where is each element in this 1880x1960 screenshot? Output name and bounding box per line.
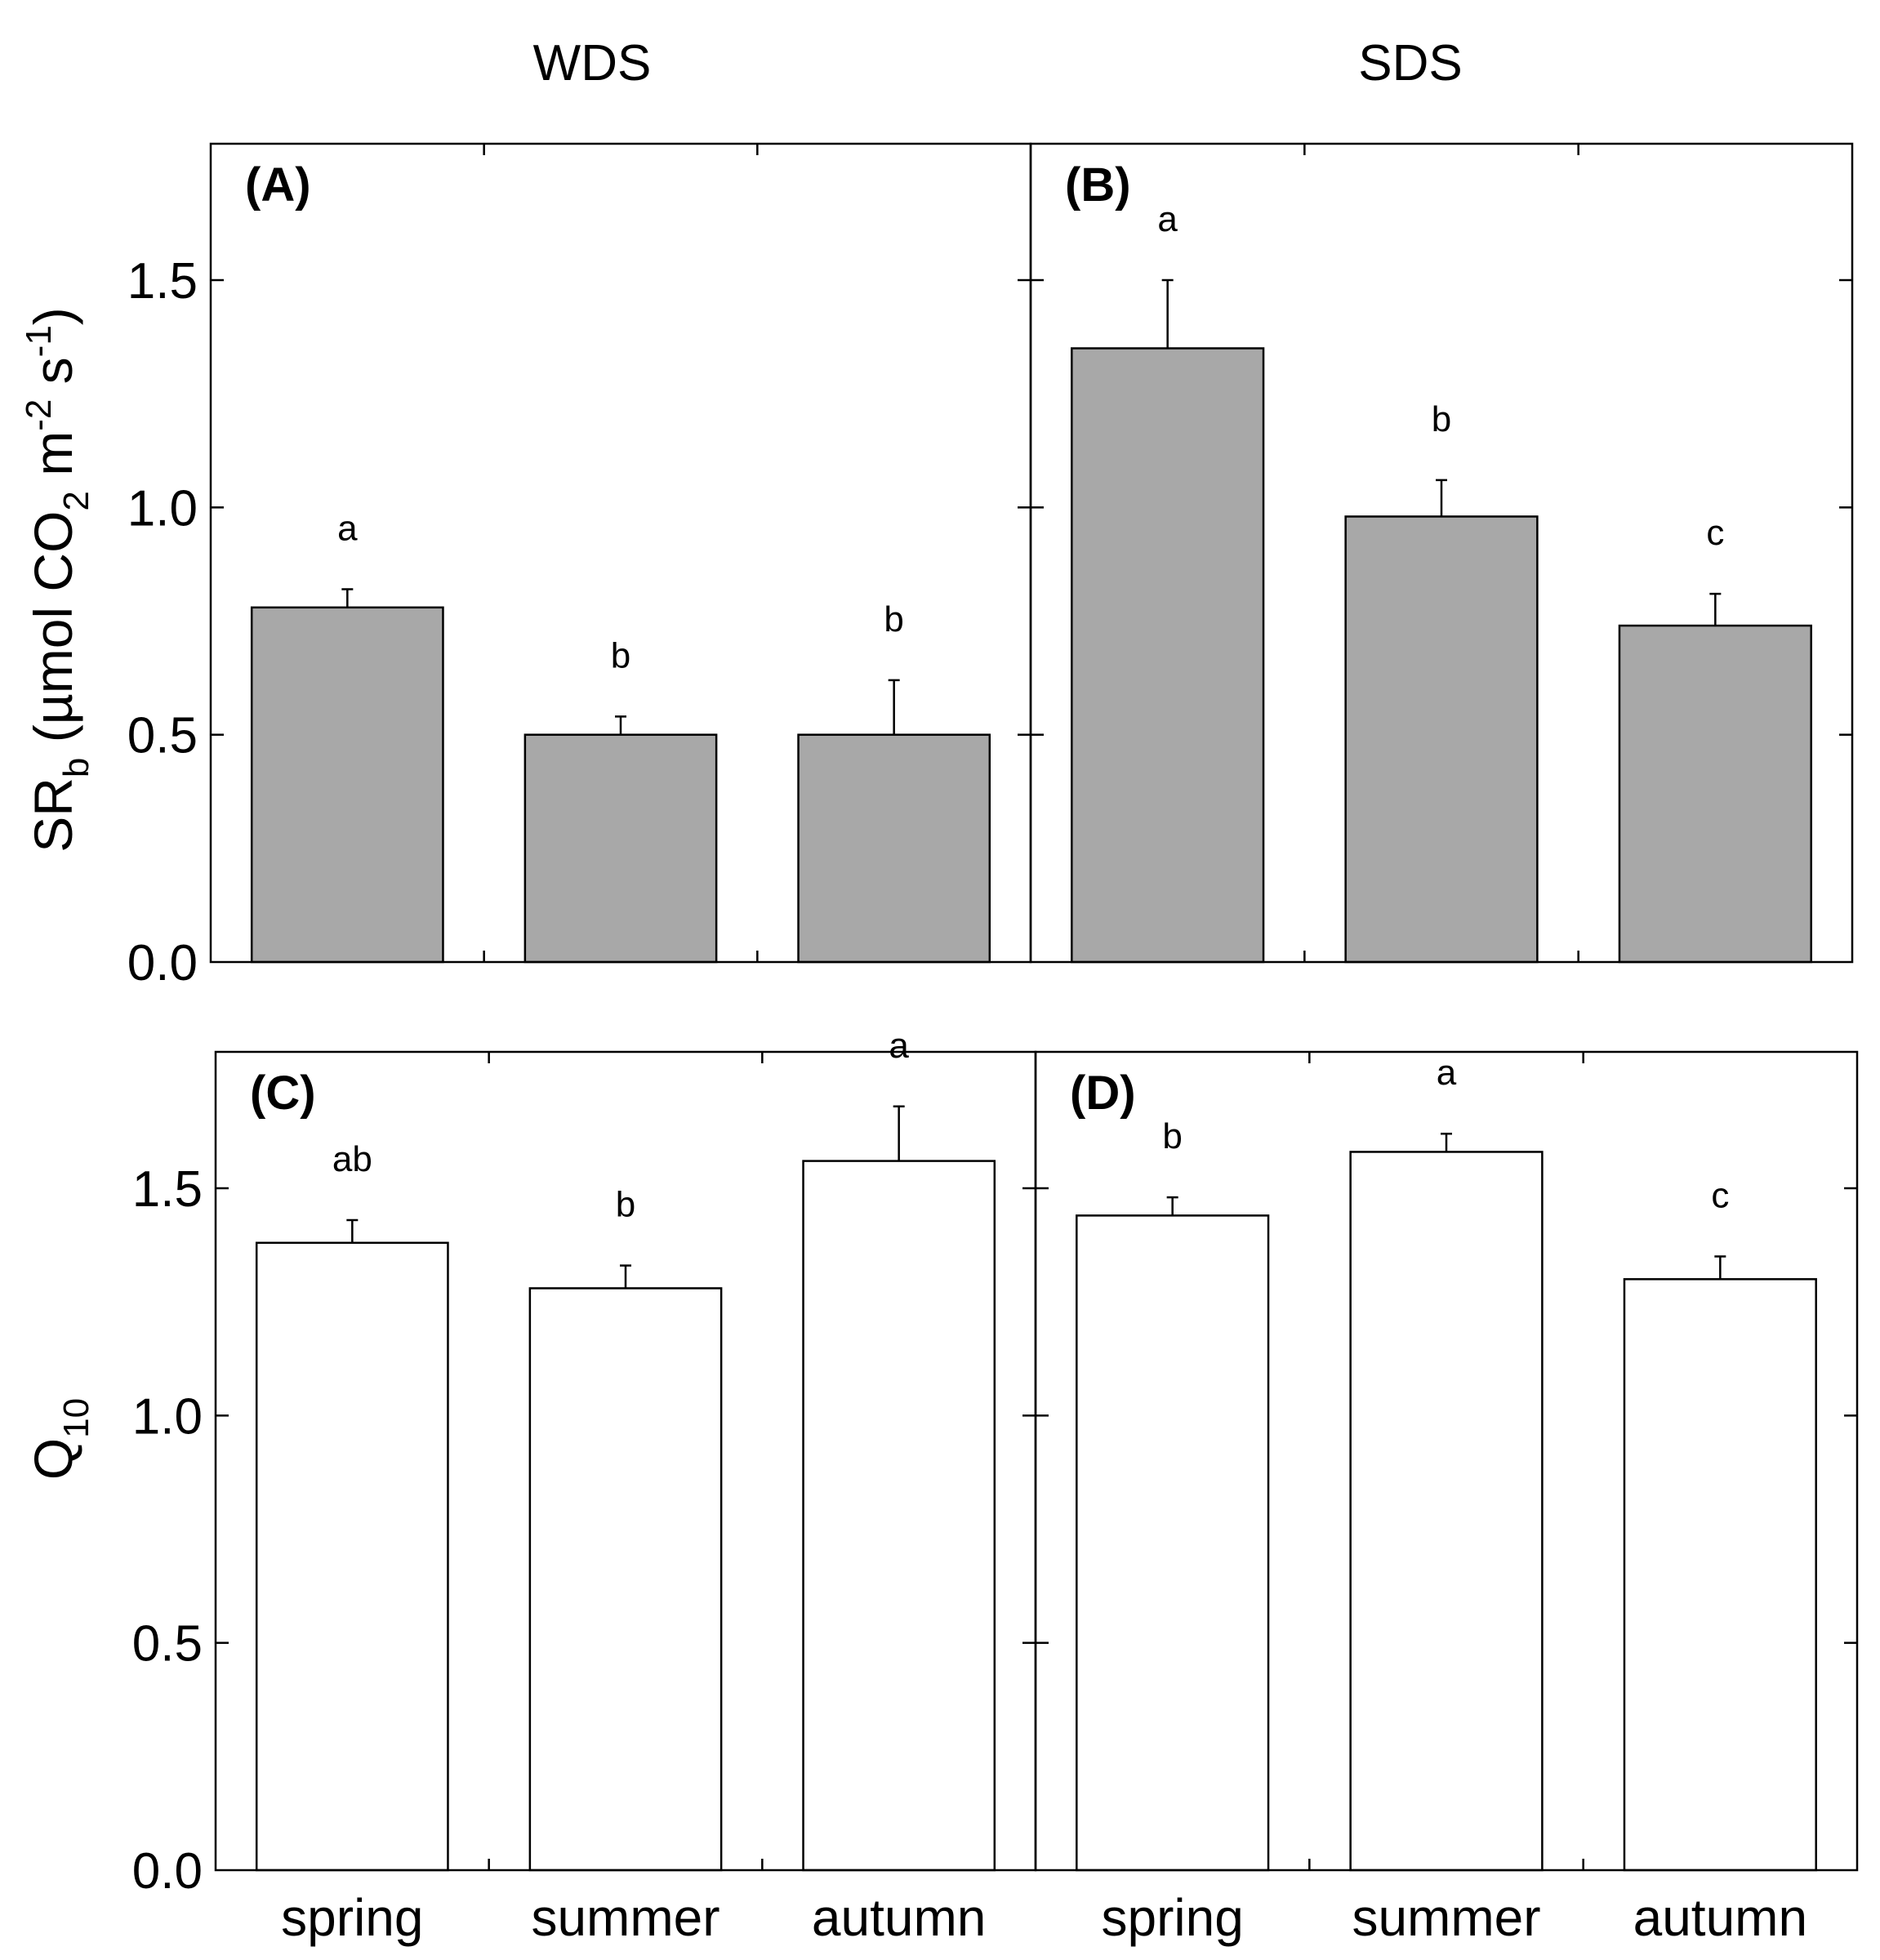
panel-d: b a c (D) spring summer autumn [1034,1050,1859,1947]
bar-d-autumn [1623,1278,1817,1872]
category-label-c-spring: spring [281,1888,423,1947]
significance-letter-a-spring: a [337,509,358,549]
y-axis-label-q10: Q10 [23,1398,96,1480]
significance-letter-d-summer: a [1437,1053,1457,1093]
bar-c-summer [528,1287,723,1872]
error-bar-d-summer [1441,1132,1452,1152]
error-bar-d-autumn [1714,1255,1726,1280]
error-bar-c-autumn [893,1105,905,1161]
bar-a-autumn [797,733,991,964]
panel-frame-b [1029,142,1854,964]
y-tick-label-c-0: 0.0 [132,1843,203,1900]
panel-a: a b b 0.0 0.5 1.0 1.5 (A) [127,142,1032,991]
bar-d-summer [1349,1151,1544,1872]
y-axis-label-srb: SRb (µmol CO2 m-2 s-1) [19,307,96,853]
y-tick-label-c-3: 1.5 [132,1161,203,1218]
error-bar-a-autumn [888,679,900,735]
ylabel-srb-unit-a: (µmol CO [23,511,83,758]
significance-letter-c-autumn: a [889,1026,909,1066]
y-tick-label-a-2: 1.0 [127,480,198,537]
ylabel-srb-sub: b [56,758,96,777]
y-tick-label-c-1: 0.5 [132,1616,203,1673]
ylabel-srb-sup2: -1 [19,325,59,357]
y-tick-label-c-2: 1.0 [132,1388,203,1445]
bar-a-spring [250,606,444,964]
ylabel-srb-unit-sub: 2 [56,491,96,510]
significance-letter-b-spring: a [1157,199,1178,239]
significance-letter-d-spring: b [1162,1116,1182,1156]
bar-a-summer [523,733,718,964]
error-bar-a-spring [341,588,354,608]
significance-letter-c-summer: b [616,1185,635,1225]
significance-letter-d-autumn: c [1711,1176,1729,1216]
panel-label-b: (B) [1065,158,1131,212]
significance-letter-b-summer: b [1432,399,1451,439]
panel-b: a b c (B) [1029,142,1854,964]
column-title-wds: WDS [533,35,652,91]
error-bar-b-spring [1161,278,1174,349]
significance-letter-a-summer: b [611,635,630,675]
error-bar-b-summer [1436,479,1447,517]
y-tick-label-a-0: 0.0 [127,935,198,991]
ylabel-srb-unit-b: m [23,431,83,491]
category-label-d-autumn: autumn [1633,1888,1807,1947]
panel-c: ab b a 0.0 0.5 1.0 1.5 (C) spring summer autumn [132,1026,1037,1947]
bar-b-summer [1344,515,1539,964]
error-bar-a-summer [615,715,626,735]
error-bar-d-spring [1166,1196,1178,1216]
category-label-d-summer: summer [1352,1888,1540,1947]
bar-c-spring [255,1241,449,1872]
ylabel-srb-unit-d: ) [23,307,83,325]
column-title-sds: SDS [1358,35,1462,91]
significance-letter-a-autumn: b [884,599,903,639]
panel-frame-d [1034,1050,1859,1872]
ylabel-srb-main: SR [23,777,83,853]
panel-label-a: (A) [245,158,311,212]
panel-label-d: (D) [1070,1067,1136,1120]
bar-c-autumn [802,1160,996,1872]
bar-b-spring [1071,347,1265,964]
error-bar-c-summer [620,1264,631,1289]
error-bar-b-autumn [1709,592,1722,626]
category-label-d-spring: spring [1102,1888,1244,1947]
ylabel-srb-unit-c: s [23,357,83,399]
panel-label-c: (C) [250,1067,316,1120]
ylabel-srb-sup1: -2 [19,399,59,431]
significance-letter-b-autumn: c [1706,513,1724,553]
y-tick-label-a-1: 0.5 [127,708,198,764]
bar-d-spring [1076,1214,1270,1872]
y-tick-label-a-3: 1.5 [127,253,198,310]
significance-letter-c-spring: ab [332,1139,372,1179]
category-label-c-autumn: autumn [812,1888,986,1947]
category-label-c-summer: summer [531,1888,719,1947]
ylabel-q10-main: Q [23,1438,83,1480]
bar-b-autumn [1618,624,1812,964]
error-bar-c-spring [346,1218,359,1243]
ylabel-q10-sub: 10 [56,1398,96,1438]
plot-area: abb0.00.51.01.5(A)abc(B)abba0.00.51.01.5… [127,142,1859,1947]
